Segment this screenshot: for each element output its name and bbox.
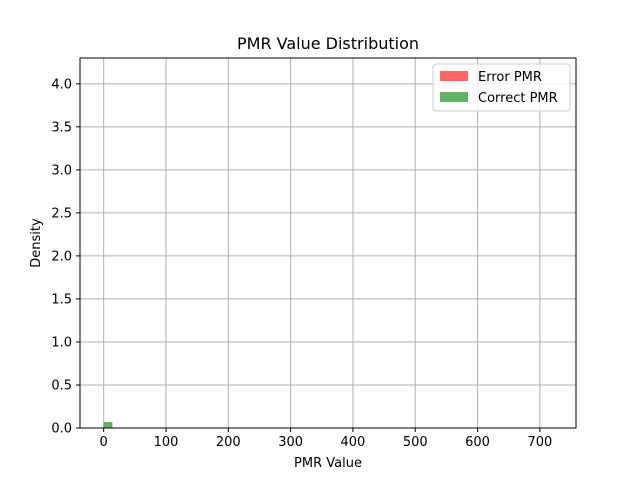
y-tick-label: 3.0 <box>51 163 72 178</box>
plot-frame <box>79 57 577 429</box>
histogram-bars <box>103 421 113 428</box>
legend-swatch-correct-pmr <box>440 92 468 102</box>
y-tick-label: 0.5 <box>51 378 72 393</box>
y-axis-label: Density <box>29 218 44 268</box>
x-axis-label: PMR Value <box>294 456 362 471</box>
x-tick-label: 100 <box>154 435 179 450</box>
y-tick-label: 3.5 <box>51 120 72 135</box>
legend: Error PMR Correct PMR <box>432 63 571 112</box>
x-tick-label: 500 <box>403 435 428 450</box>
y-tick-label: 0.0 <box>51 422 72 437</box>
x-tick-label: 300 <box>278 435 303 450</box>
y-tick-label: 4.0 <box>51 77 72 92</box>
y-tick-label: 1.0 <box>51 335 72 350</box>
plot-area <box>80 58 576 428</box>
y-tick-label: 1.5 <box>51 292 72 307</box>
legend-label-correct-pmr: Correct PMR <box>478 91 558 106</box>
y-axis-ticks: 0.0 0.5 1.0 1.5 2.0 2.5 3.0 3.5 4.0 <box>51 77 80 437</box>
x-tick-label: 600 <box>465 435 490 450</box>
chart-title: PMR Value Distribution <box>237 34 419 53</box>
x-tick-label: 0 <box>100 435 108 450</box>
x-tick-label: 400 <box>341 435 366 450</box>
histogram-bar-correct-pmr <box>103 421 113 428</box>
x-tick-label: 700 <box>527 435 552 450</box>
x-tick-label: 200 <box>216 435 241 450</box>
legend-label-error-pmr: Error PMR <box>478 70 542 85</box>
legend-swatch-error-pmr <box>440 71 468 81</box>
y-tick-label: 2.5 <box>51 206 72 221</box>
x-axis-ticks: 0 100 200 300 400 500 600 700 <box>100 428 552 450</box>
y-tick-label: 2.0 <box>51 249 72 264</box>
